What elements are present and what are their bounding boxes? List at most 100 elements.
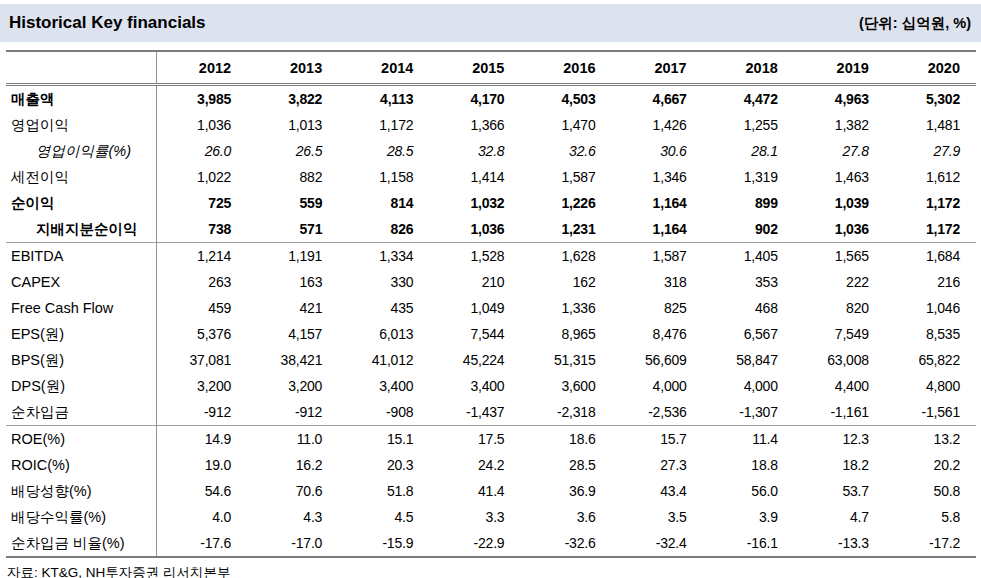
table-row: EBITDA1,2141,1911,3341,5281,6281,5871,40… — [6, 243, 976, 270]
value-cell: 5,302 — [885, 85, 976, 113]
value-cell: 4,472 — [703, 85, 794, 113]
value-cell: 18.2 — [794, 452, 885, 478]
table-row: 영업이익률(%)26.026.528.532.832.630.628.127.8… — [6, 138, 976, 164]
year-column-header: 2014 — [338, 51, 429, 85]
row-label: DPS(원) — [6, 373, 156, 399]
value-cell: 26.5 — [247, 138, 338, 164]
value-cell: -17.2 — [885, 530, 976, 557]
value-cell: 56,609 — [612, 347, 703, 373]
value-cell: 45,224 — [429, 347, 520, 373]
value-cell: 50.8 — [885, 478, 976, 504]
row-label: BPS(원) — [6, 347, 156, 373]
value-cell: 51,315 — [520, 347, 611, 373]
value-cell: 738 — [156, 216, 247, 243]
value-cell: 1,164 — [612, 190, 703, 216]
value-cell: 32.8 — [429, 138, 520, 164]
value-cell: -32.4 — [612, 530, 703, 557]
value-cell: 216 — [885, 269, 976, 295]
value-cell: -16.1 — [703, 530, 794, 557]
unit-note: (단위: 십억원, %) — [859, 14, 971, 33]
row-label: 영업이익률(%) — [6, 138, 156, 164]
value-cell: 1,158 — [338, 164, 429, 190]
value-cell: 3,200 — [156, 373, 247, 399]
value-cell: 1,164 — [612, 216, 703, 243]
value-cell: 571 — [247, 216, 338, 243]
value-cell: 53.7 — [794, 478, 885, 504]
value-cell: 899 — [703, 190, 794, 216]
value-cell: 65,822 — [885, 347, 976, 373]
value-cell: -17.0 — [247, 530, 338, 557]
row-label: 순차입금 비율(%) — [6, 530, 156, 557]
year-column-header: 2017 — [612, 51, 703, 85]
value-cell: 902 — [703, 216, 794, 243]
value-cell: 725 — [156, 190, 247, 216]
value-cell: 1,481 — [885, 112, 976, 138]
row-label: 영업이익 — [6, 112, 156, 138]
value-cell: 17.5 — [429, 426, 520, 453]
value-cell: 1,684 — [885, 243, 976, 270]
value-cell: 1,255 — [703, 112, 794, 138]
label-column-header — [6, 51, 156, 85]
value-cell: 27.9 — [885, 138, 976, 164]
value-cell: 6,013 — [338, 321, 429, 347]
table-row: DPS(원)3,2003,2003,4003,4003,6004,0004,00… — [6, 373, 976, 399]
value-cell: 1,046 — [885, 295, 976, 321]
value-cell: 1,336 — [520, 295, 611, 321]
value-cell: 16.2 — [247, 452, 338, 478]
value-cell: 30.6 — [612, 138, 703, 164]
value-cell: 1,470 — [520, 112, 611, 138]
value-cell: 20.2 — [885, 452, 976, 478]
value-cell: 14.9 — [156, 426, 247, 453]
value-cell: 8,476 — [612, 321, 703, 347]
value-cell: 4,800 — [885, 373, 976, 399]
value-cell: 56.0 — [703, 478, 794, 504]
page-title: Historical Key financials — [9, 13, 206, 33]
value-cell: -912 — [247, 399, 338, 426]
value-cell: 1,346 — [612, 164, 703, 190]
value-cell: 19.0 — [156, 452, 247, 478]
year-column-header: 2015 — [429, 51, 520, 85]
report-page: Historical Key financials (단위: 십억원, %) 2… — [0, 0, 981, 578]
value-cell: 1,032 — [429, 190, 520, 216]
value-cell: 11.0 — [247, 426, 338, 453]
value-cell: 51.8 — [338, 478, 429, 504]
value-cell: 20.3 — [338, 452, 429, 478]
table-row: 영업이익1,0361,0131,1721,3661,4701,4261,2551… — [6, 112, 976, 138]
value-cell: 3.3 — [429, 504, 520, 530]
value-cell: 814 — [338, 190, 429, 216]
value-cell: -2,318 — [520, 399, 611, 426]
value-cell: 18.6 — [520, 426, 611, 453]
value-cell: 1,405 — [703, 243, 794, 270]
value-cell: 28.5 — [520, 452, 611, 478]
value-cell: -1,437 — [429, 399, 520, 426]
value-cell: 15.1 — [338, 426, 429, 453]
value-cell: -22.9 — [429, 530, 520, 557]
value-cell: 1,036 — [429, 216, 520, 243]
row-label: 순차입금 — [6, 399, 156, 426]
value-cell: 435 — [338, 295, 429, 321]
title-bar: Historical Key financials (단위: 십억원, %) — [0, 4, 981, 42]
value-cell: 1,382 — [794, 112, 885, 138]
value-cell: -32.6 — [520, 530, 611, 557]
value-cell: 1,226 — [520, 190, 611, 216]
value-cell: 4.5 — [338, 504, 429, 530]
source-note: 자료: KT&G, NH투자증권 리서치본부 — [7, 564, 981, 578]
value-cell: 3.6 — [520, 504, 611, 530]
year-column-header: 2019 — [794, 51, 885, 85]
value-cell: 1,172 — [885, 190, 976, 216]
value-cell: 559 — [247, 190, 338, 216]
row-label: 배당성향(%) — [6, 478, 156, 504]
value-cell: 1,319 — [703, 164, 794, 190]
value-cell: 27.3 — [612, 452, 703, 478]
value-cell: 421 — [247, 295, 338, 321]
value-cell: 210 — [429, 269, 520, 295]
value-cell: 3.5 — [612, 504, 703, 530]
value-cell: 37,081 — [156, 347, 247, 373]
row-label: CAPEX — [6, 269, 156, 295]
value-cell: 4,503 — [520, 85, 611, 113]
value-cell: 459 — [156, 295, 247, 321]
value-cell: 3,400 — [338, 373, 429, 399]
value-cell: 3,822 — [247, 85, 338, 113]
value-cell: 1,039 — [794, 190, 885, 216]
value-cell: 58,847 — [703, 347, 794, 373]
